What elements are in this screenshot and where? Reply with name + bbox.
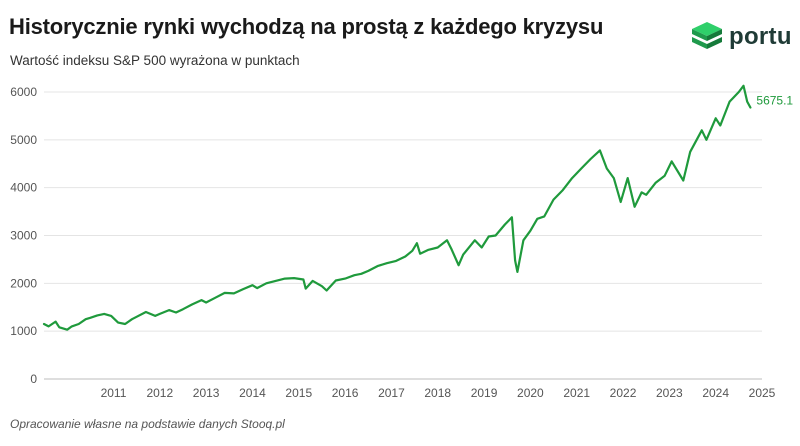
x-tick-label: 2011 [101,386,127,400]
chart-title: Historycznie rynki wychodzą na prostą z … [9,14,604,39]
x-tick-label: 2016 [332,386,359,400]
y-tick-label: 6000 [10,85,37,99]
chart-subtitle: Wartość indeksu S&P 500 wyrażona w punkt… [10,53,300,68]
y-tick-label: 3000 [10,229,37,243]
x-tick-label: 2024 [702,386,729,400]
series-line [42,84,752,331]
stacked-layers-icon [692,22,722,49]
last-value-label: 5675.1 [756,94,793,108]
x-tick-label: 2019 [471,386,498,400]
x-tick-label: 2018 [424,386,451,400]
x-tick-label: 2017 [378,386,405,400]
y-tick-label: 5000 [10,133,37,147]
x-tick-label: 2022 [610,386,637,400]
x-tick-label: 2023 [656,386,683,400]
y-tick-label: 0 [30,372,37,386]
source-note: Opracowanie własne na podstawie danych S… [10,417,285,431]
logo-text: portu [729,23,792,50]
portu-logo[interactable]: portu [690,20,792,54]
x-tick-label: 2014 [239,386,266,400]
x-tick-label: 2015 [285,386,312,400]
x-tick-label: 2020 [517,386,544,400]
x-tick-label: 2021 [563,386,590,400]
x-tick-label: 2012 [146,386,173,400]
y-tick-label: 4000 [10,181,37,195]
x-tick-label: 2025 [749,386,776,400]
y-tick-label: 1000 [10,324,37,338]
x-tick-label: 2013 [193,386,220,400]
y-tick-label: 2000 [10,276,37,290]
